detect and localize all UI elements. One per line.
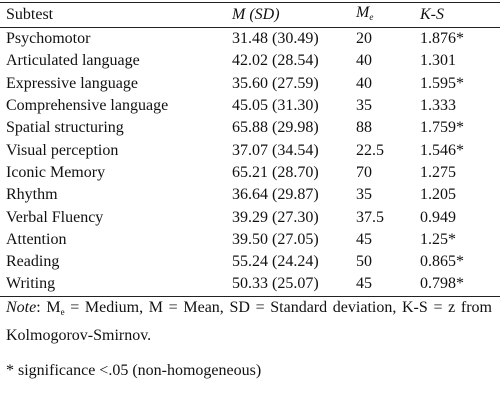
table-row: Spatial structuring 65.88 (29.98) 88 1.759* — [0, 117, 500, 139]
note-text: = Medium, M = Mean, SD = Standard deviat… — [6, 299, 493, 344]
table-cell: 36.64 (29.87) — [232, 186, 319, 204]
table-cell: 31.48 (30.49) — [232, 30, 319, 48]
table-cell: Iconic Memory — [6, 163, 106, 181]
note-subscript: e — [60, 307, 65, 317]
table-row: Psychomotor 31.48 (30.49) 20 1.876* — [0, 28, 500, 51]
table-cell: Expressive language — [6, 74, 138, 92]
table-cell: 1.301 — [420, 52, 456, 70]
table-row: Reading 55.24 (24.24) 50 0.865* — [0, 251, 500, 273]
table-cell: Attention — [6, 230, 67, 248]
table-cell: Spatial structuring — [6, 119, 124, 137]
table-cell: 40 — [356, 74, 372, 92]
table-cell: 20 — [356, 30, 372, 48]
table-cell: Psychomotor — [6, 30, 91, 48]
table-cell: 55.24 (24.24) — [232, 253, 319, 271]
table-cell: 35.60 (27.59) — [232, 74, 319, 92]
table-cell: 1.333 — [420, 97, 456, 115]
table-row: Verbal Fluency 39.29 (27.30) 37.5 0.949 — [0, 206, 500, 228]
table-cell: 70 — [356, 163, 372, 181]
table-row: Articulated language 42.02 (28.54) 40 1.301 — [0, 50, 500, 72]
table-header: Subtest M (SD) Me K-S — [0, 2, 500, 28]
table-cell: Articulated language — [6, 52, 140, 70]
table-cell: 35 — [356, 186, 372, 204]
table-cell: Comprehensive language — [6, 97, 169, 115]
table-row: Expressive language 35.60 (27.59) 40 1.595* — [0, 73, 500, 95]
table-cell: 0.798* — [420, 275, 464, 293]
table-cell: 1.275 — [420, 163, 456, 181]
table-cell: 37.07 (34.54) — [232, 141, 319, 159]
table-cell: 39.50 (27.05) — [232, 230, 319, 248]
table-cell: 50 — [356, 253, 372, 271]
table-cell: 0.865* — [420, 253, 464, 271]
table-cell: 1.759* — [420, 119, 464, 137]
header-cell: K-S — [414, 2, 500, 28]
header-cell: Me — [350, 2, 414, 28]
table-cell: 40 — [356, 52, 372, 70]
table-cell: 45 — [356, 275, 372, 293]
table-cell: 88 — [356, 119, 372, 137]
table-row: Comprehensive language 45.05 (31.30) 35 1.3… — [0, 95, 500, 117]
header-text: M — [356, 4, 370, 21]
header-cell: Subtest — [0, 2, 226, 28]
table-row: Visual perception 37.07 (34.54) 22.5 1.546* — [0, 139, 500, 161]
table-cell: Verbal Fluency — [6, 208, 104, 226]
table-cell: 37.5 — [356, 208, 384, 226]
table-cell: 50.33 (25.07) — [232, 275, 319, 293]
table-cell: 45 — [356, 230, 372, 248]
table-row: Rhythm 36.64 (29.87) 35 1.205 — [0, 184, 500, 206]
header-subscript: e — [369, 12, 374, 22]
table-cell: 1.25* — [420, 230, 456, 248]
table-cell: Writing — [6, 275, 56, 293]
table-cell: 39.29 (27.30) — [232, 208, 319, 226]
table-cell: 1.546* — [420, 141, 464, 159]
table-cell: Rhythm — [6, 186, 58, 204]
note-text: : M — [36, 299, 61, 316]
table-cell: 22.5 — [356, 141, 384, 159]
table-cell: 65.88 (29.98) — [232, 119, 319, 137]
table-row: Attention 39.50 (27.05) 45 1.25* — [0, 229, 500, 251]
footnote: * significance <.05 (non-homogeneous) — [6, 362, 262, 379]
note: Note: Me = Medium, M = Mean, SD = Standa… — [6, 296, 492, 347]
table-cell: 42.02 (28.54) — [232, 52, 319, 70]
table-cell: 65.21 (28.70) — [232, 163, 319, 181]
header-cell: M (SD) — [226, 2, 350, 28]
note-label: Note — [6, 299, 37, 316]
table-cell: 1.595* — [420, 74, 464, 92]
table-cell: 0.949 — [420, 208, 456, 226]
table-cell: Visual perception — [6, 141, 119, 159]
results-table: Subtest M (SD) Me K-S Psychomotor 31.48 (… — [0, 2, 500, 297]
table-cell: 1.205 — [420, 186, 456, 204]
table-row: Writing 50.33 (25.07) 45 0.798* — [0, 273, 500, 296]
table-row: Iconic Memory 65.21 (28.70) 70 1.275 — [0, 162, 500, 184]
table-cell: 45.05 (31.30) — [232, 97, 319, 115]
table-cell: 35 — [356, 97, 372, 115]
table-body: Psychomotor 31.48 (30.49) 20 1.876* Articula… — [0, 28, 500, 297]
table-cell: 1.876* — [420, 30, 464, 48]
table-cell: Reading — [6, 253, 60, 271]
